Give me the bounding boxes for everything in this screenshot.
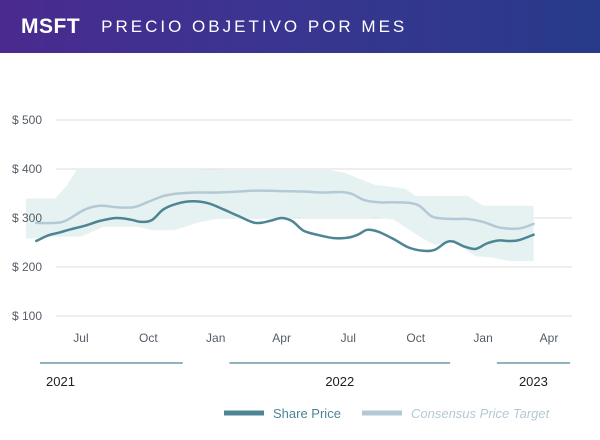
share-price-line bbox=[35, 200, 535, 253]
chart-header: MSFT PRECIO OBJETIVO POR MES bbox=[0, 0, 600, 53]
target-range-band bbox=[26, 169, 534, 262]
target-range-band-layer bbox=[26, 169, 534, 262]
year-label: 2021 bbox=[46, 374, 75, 389]
x-tick-label: Oct bbox=[406, 331, 425, 345]
x-tick-label: Oct bbox=[139, 331, 158, 345]
chart-title: PRECIO OBJETIVO POR MES bbox=[101, 16, 408, 36]
legend-label-share-price: Share Price bbox=[273, 406, 341, 421]
year-label: 2022 bbox=[325, 374, 354, 389]
year-axis: 2021 2022 2023 bbox=[40, 362, 570, 389]
x-axis: Jul Oct Jan Apr Jul Oct Jan Apr bbox=[73, 331, 558, 345]
x-tick-label: Jan bbox=[206, 331, 225, 345]
consensus-price-target-line bbox=[35, 189, 535, 231]
year-label: 2023 bbox=[519, 374, 548, 389]
x-tick-label: Apr bbox=[540, 331, 559, 345]
y-tick-label: $ 300 bbox=[12, 211, 42, 225]
y-axis: $ 100 $ 200 $ 300 $ 400 $ 500 bbox=[12, 113, 42, 323]
y-tick-label: $ 400 bbox=[12, 162, 42, 176]
y-tick-label: $ 500 bbox=[12, 113, 42, 127]
y-tick-label: $ 200 bbox=[12, 260, 42, 274]
ticker-symbol: MSFT bbox=[21, 14, 81, 38]
x-tick-label: Jan bbox=[473, 331, 492, 345]
y-tick-label: $ 100 bbox=[12, 309, 42, 323]
x-tick-label: Apr bbox=[272, 331, 291, 345]
series-lines bbox=[35, 189, 535, 253]
x-tick-label: Jul bbox=[73, 331, 88, 345]
legend-label-consensus: Consensus Price Target bbox=[411, 406, 551, 421]
legend: Share Price Consensus Price Target bbox=[224, 406, 551, 421]
x-tick-label: Jul bbox=[341, 331, 356, 345]
